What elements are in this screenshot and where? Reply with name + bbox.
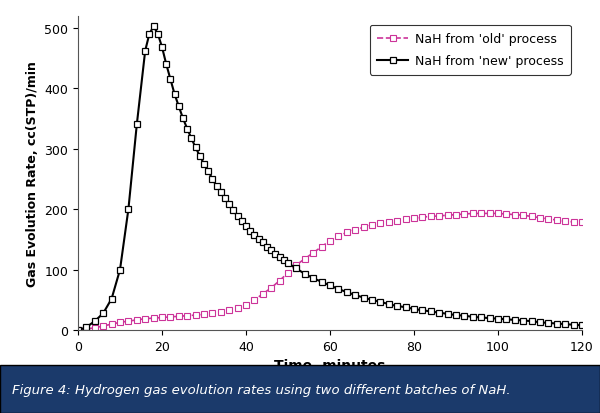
NaH from 'old' process xyxy=(377,221,384,226)
NaH from 'new' process xyxy=(217,190,224,195)
NaH from 'old' process xyxy=(578,221,586,225)
NaH from 'old' process xyxy=(192,313,199,318)
NaH from 'new' process xyxy=(150,25,157,30)
Y-axis label: Gas Evolution Rate, cc(STP)/min: Gas Evolution Rate, cc(STP)/min xyxy=(26,61,39,286)
NaH from 'new' process xyxy=(402,305,409,310)
NaH from 'new' process xyxy=(276,255,283,260)
FancyBboxPatch shape xyxy=(0,366,600,413)
NaH from 'new' process xyxy=(74,328,82,333)
Line: NaH from 'old' process: NaH from 'old' process xyxy=(75,211,585,333)
X-axis label: Time, minutes: Time, minutes xyxy=(274,358,386,373)
Legend: NaH from 'old' process, NaH from 'new' process: NaH from 'old' process, NaH from 'new' p… xyxy=(370,26,571,76)
NaH from 'new' process xyxy=(251,233,258,238)
NaH from 'old' process xyxy=(469,211,476,216)
NaH from 'old' process xyxy=(520,213,527,218)
NaH from 'old' process xyxy=(251,298,258,303)
NaH from 'new' process xyxy=(578,323,586,328)
NaH from 'old' process xyxy=(175,314,182,319)
NaH from 'new' process xyxy=(116,268,124,273)
NaH from 'new' process xyxy=(167,77,174,82)
Text: Figure 4: Hydrogen gas evolution rates using two different batches of NaH.: Figure 4: Hydrogen gas evolution rates u… xyxy=(12,383,511,396)
NaH from 'old' process xyxy=(343,230,350,235)
Line: NaH from 'new' process: NaH from 'new' process xyxy=(74,24,586,334)
NaH from 'old' process xyxy=(74,328,82,333)
